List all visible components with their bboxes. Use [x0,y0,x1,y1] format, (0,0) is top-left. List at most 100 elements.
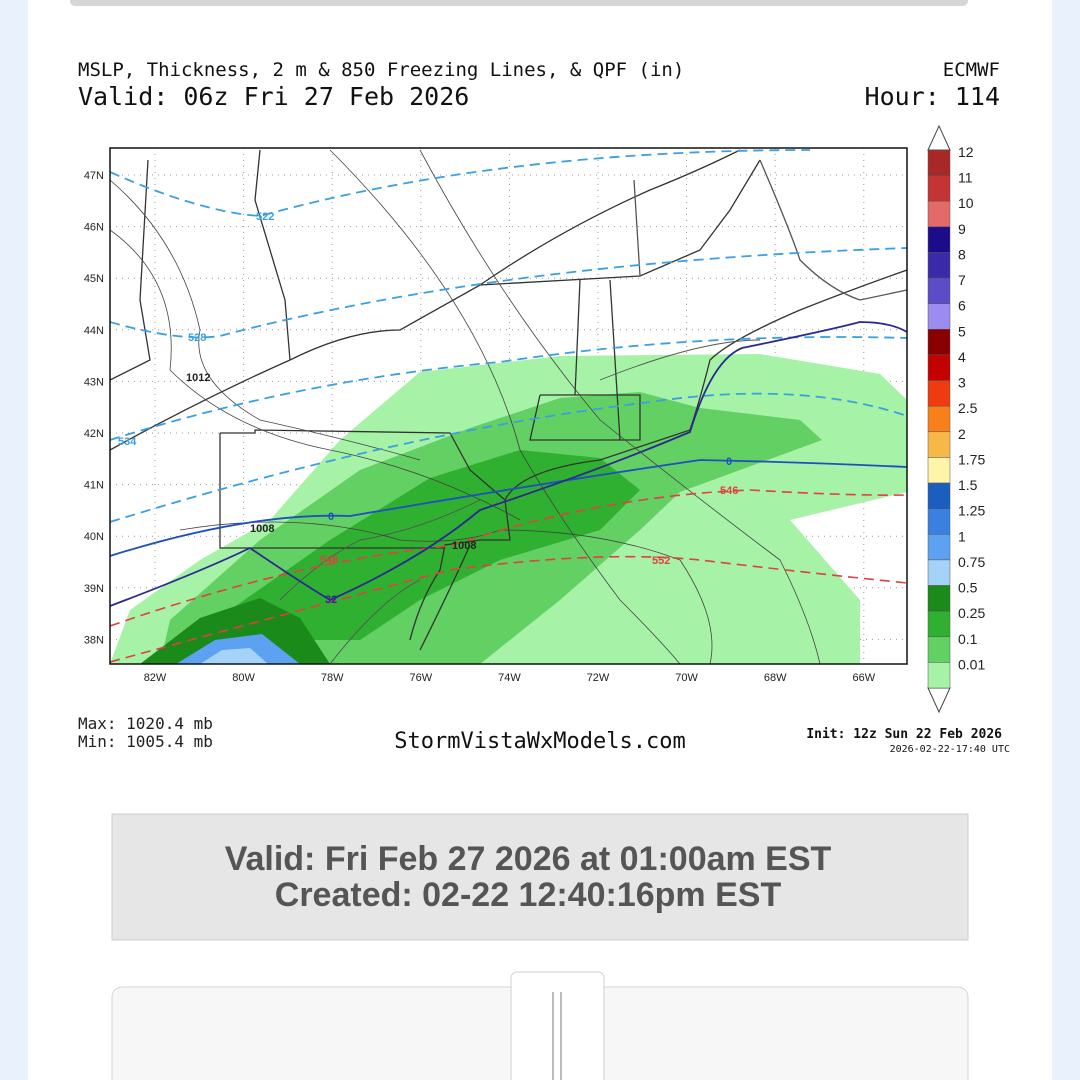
info-created: Created: 02-22 12:40:16pm EST [275,876,782,914]
colorbar-label: 2 [958,426,966,442]
colorbar-label: 0.25 [958,605,985,621]
contour-label: 32 [325,594,337,606]
colorbar-label: 1.5 [958,477,978,493]
colorbar-swatch [927,149,951,176]
thickness-warm-lines [110,489,907,663]
min-pressure: Min: 1005.4 mb [78,732,213,751]
colorbar-label: 6 [958,298,966,314]
contour-label: 522 [256,211,274,223]
lat-label: 47N [84,170,104,182]
colorbar-swatch [927,662,951,689]
colorbar-label: 1 [958,528,966,544]
lon-label: 78W [321,672,344,684]
contour-label: 1012 [186,372,210,384]
lon-label: 80W [232,672,255,684]
contour-label: 0 [726,456,732,468]
colorbar-label: 7 [958,272,966,288]
lon-label: 68W [764,672,787,684]
colorbar-label: 9 [958,221,966,237]
lon-label: 82W [144,672,167,684]
colorbar-swatch [927,405,951,433]
model-name: ECMWF [943,59,1000,81]
timestamp: 2026-02-22-17:40 UTC [890,744,1010,755]
lat-label: 42N [84,428,104,440]
lat-label: 45N [84,273,104,285]
colorbar-swatch [927,559,951,586]
freezing-line-850 [110,321,907,607]
max-pressure: Max: 1020.4 mb [78,714,213,733]
slider-handle[interactable] [510,971,605,1080]
lat-label: 43N [84,376,104,388]
colorbar-label: 0.5 [958,580,978,596]
lon-label: 66W [852,672,875,684]
contour-label: 1008 [250,523,274,535]
colorbar-swatch [927,380,951,407]
colorbar-swatch [927,175,951,202]
colorbar-swatch [927,303,951,330]
colorbar-label: 0.1 [958,631,978,647]
lat-label: 40N [84,531,104,543]
colorbar-swatch [927,534,951,561]
colorbar-swatch [927,354,951,381]
colorbar-swatch [927,252,951,279]
lon-label: 76W [409,672,432,684]
contour-label: 552 [652,555,670,567]
freezing-line-2m [110,459,907,557]
colorbar-label: 3 [958,375,966,391]
init-time: Init: 12z Sun 22 Feb 2026 [806,727,1002,742]
colorbar-label: 12 [958,144,974,160]
forecast-hour: Hour: 114 [865,82,1000,111]
lon-label: 74W [498,672,521,684]
colorbar-swatch [927,431,951,458]
colorbar-swatch [927,226,951,253]
map-frame [109,147,908,665]
site-name: StormVistaWxModels.com [394,729,685,754]
contour-label: 546 [320,554,338,566]
thickness-lines [110,149,907,523]
colorbar-label: 1.25 [958,503,985,519]
map-axes: 47N 46N 45N 44N 43N 42N 41N 40N 39N 38N 82W 80W 78W 7… [84,170,876,684]
colorbar-swatch [927,329,951,356]
contour-label: 1008 [452,540,476,552]
lat-label: 38N [84,634,104,646]
colorbar-label: 5 [958,323,966,339]
contour-labels: 522 528 534 1012 1008 1008 0 0 546 546 5… [118,211,738,606]
lat-label: 41N [84,480,104,492]
colorbar-swatch [927,482,951,509]
colorbar-label: 2.5 [958,400,978,416]
contour-label: 546 [720,485,738,497]
info-valid: Valid: Fri Feb 27 2026 at 01:00am EST [225,840,832,878]
colorbar-label: 4 [958,349,966,365]
top-bar [70,0,968,6]
lon-label: 70W [675,672,698,684]
colorbar-swatch [927,508,951,535]
contour-label: 534 [118,436,137,448]
qpf-area [200,648,268,664]
colorbar-label: 8 [958,246,966,262]
colorbar-label: 0.01 [958,656,985,672]
qpf-area [230,450,640,640]
map-title: MSLP, Thickness, 2 m & 850 Freezing Line… [78,59,684,81]
lat-label: 46N [84,222,104,234]
lat-label: 39N [84,583,104,595]
colorbar-label: 0.75 [958,554,985,570]
colorbar-swatch [927,457,951,484]
lat-label: 44N [84,325,104,337]
colorbar-swatch [927,585,951,612]
colorbar-swatch [927,636,951,663]
contour-label: 528 [188,332,206,344]
colorbar: 12 11 10 9 8 7 6 5 4 3 2.5 2 1.75 1.5 1.25 1 0.75 0.5 0.25… [927,124,985,714]
colorbar-label: 1.75 [958,451,985,467]
info-box [111,813,969,941]
colorbar-swatch [927,277,951,304]
colorbar-swatch [927,610,951,638]
map: 522 528 534 1012 1008 1008 0 0 546 546 5… [110,148,907,664]
contour-label: 0 [328,511,334,523]
colorbar-swatch [927,200,951,228]
colorbar-label: 11 [958,170,973,186]
colorbar-label: 10 [958,195,974,211]
valid-time: Valid: 06z Fri 27 Feb 2026 [78,82,469,111]
lon-label: 72W [587,672,610,684]
